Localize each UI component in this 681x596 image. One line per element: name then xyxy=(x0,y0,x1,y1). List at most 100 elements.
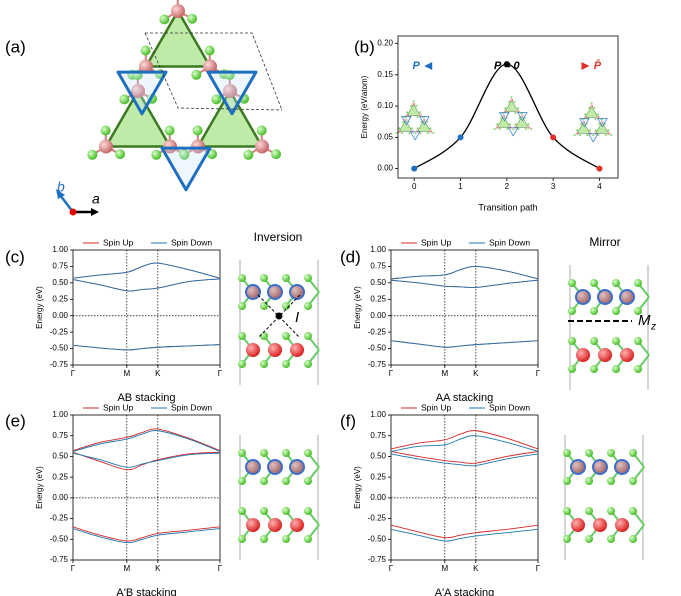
legend-label: Spin Down xyxy=(489,402,530,412)
decoration xyxy=(525,128,527,130)
plot-frame xyxy=(391,250,538,365)
panel-label: (c) xyxy=(5,247,25,266)
decoration xyxy=(115,149,125,159)
decoration xyxy=(208,72,256,114)
y-tick-label: 0.15 xyxy=(377,70,393,79)
decoration xyxy=(612,365,620,373)
decoration xyxy=(238,274,246,282)
x-tick-label: M xyxy=(441,369,448,378)
decoration xyxy=(585,449,593,457)
decoration xyxy=(243,150,253,160)
decoration xyxy=(607,507,615,515)
panel-label: (e) xyxy=(5,411,26,430)
decoration xyxy=(563,477,571,485)
decoration xyxy=(410,132,420,140)
decoration xyxy=(193,125,203,135)
x-tick-label: Γ xyxy=(389,564,394,573)
x-tick-label: Γ xyxy=(71,369,76,378)
decoration xyxy=(420,116,430,124)
y-tick-label: 0.25 xyxy=(52,294,68,303)
legend-label: Spin Down xyxy=(489,237,530,247)
y-tick-label: -0.75 xyxy=(50,555,69,564)
decoration xyxy=(629,477,637,485)
y-tick-label: 0.50 xyxy=(52,452,68,461)
y-tick-label: -0.25 xyxy=(50,514,69,523)
decoration xyxy=(304,360,312,368)
lattice-a: a xyxy=(92,191,100,207)
point xyxy=(411,166,417,172)
x-axis-label: Transition path xyxy=(478,202,537,212)
band xyxy=(73,263,220,278)
decoration xyxy=(260,332,268,340)
decoration xyxy=(634,337,642,345)
decoration xyxy=(496,126,499,129)
decoration xyxy=(607,535,615,543)
decoration xyxy=(427,132,429,134)
y-tick-label: -0.25 xyxy=(368,514,387,523)
symmetry-operator: M xyxy=(638,312,651,329)
point xyxy=(550,134,556,140)
decoration xyxy=(510,99,513,102)
decoration xyxy=(508,101,510,103)
decoration xyxy=(607,477,615,485)
y-tick-label: 0.00 xyxy=(370,493,386,502)
annotation: P̄ xyxy=(594,60,602,72)
decoration xyxy=(282,274,290,282)
decoration xyxy=(585,507,593,515)
decoration xyxy=(162,148,210,190)
plot-frame xyxy=(391,415,538,560)
decoration xyxy=(573,134,575,136)
symmetry-name: Inversion xyxy=(254,230,303,244)
decoration xyxy=(594,118,596,120)
legend-label: Spin Up xyxy=(103,402,134,412)
panel-label: (a) xyxy=(5,37,26,56)
decoration xyxy=(211,94,221,104)
decoration xyxy=(282,507,290,515)
x-tick-label: K xyxy=(155,369,161,378)
decoration xyxy=(499,128,501,130)
decoration xyxy=(612,337,620,345)
decoration xyxy=(568,307,576,315)
decoration xyxy=(590,307,598,315)
decoration xyxy=(413,100,415,102)
decoration xyxy=(238,449,246,457)
decoration xyxy=(615,518,629,532)
decoration xyxy=(257,125,267,135)
decoration xyxy=(304,477,312,485)
decoration xyxy=(504,107,506,109)
decoration xyxy=(238,332,246,340)
decoration xyxy=(238,507,246,515)
x-tick-label: M xyxy=(441,564,448,573)
decoration xyxy=(563,507,571,515)
decoration xyxy=(598,348,612,362)
decoration xyxy=(432,132,434,134)
band xyxy=(391,341,538,348)
decoration xyxy=(395,132,397,134)
decoration xyxy=(255,139,269,153)
decoration xyxy=(205,45,215,55)
panel-label: (b) xyxy=(354,37,375,56)
band xyxy=(73,527,220,541)
y-axis-label: Energy (eV) xyxy=(353,466,362,509)
decoration xyxy=(500,117,502,119)
decoration xyxy=(398,127,400,129)
decoration xyxy=(429,127,431,129)
band xyxy=(73,452,220,469)
decoration xyxy=(304,302,312,310)
decoration xyxy=(518,112,528,120)
y-tick-label: -0.50 xyxy=(368,344,387,353)
decoration xyxy=(417,127,419,129)
decoration xyxy=(493,128,495,130)
decoration xyxy=(605,134,607,136)
y-tick-label: 0.50 xyxy=(52,278,68,287)
decoration xyxy=(238,535,246,543)
decoration xyxy=(151,150,161,160)
y-tick-label: 1.00 xyxy=(370,245,386,254)
decoration xyxy=(304,274,312,282)
x-tick-label: K xyxy=(473,369,479,378)
y-tick-label: 1.00 xyxy=(52,245,68,254)
y-tick-label: -0.75 xyxy=(368,555,387,564)
y-tick-label: 0.10 xyxy=(377,101,393,110)
decoration xyxy=(415,105,417,107)
decoration xyxy=(518,117,520,119)
